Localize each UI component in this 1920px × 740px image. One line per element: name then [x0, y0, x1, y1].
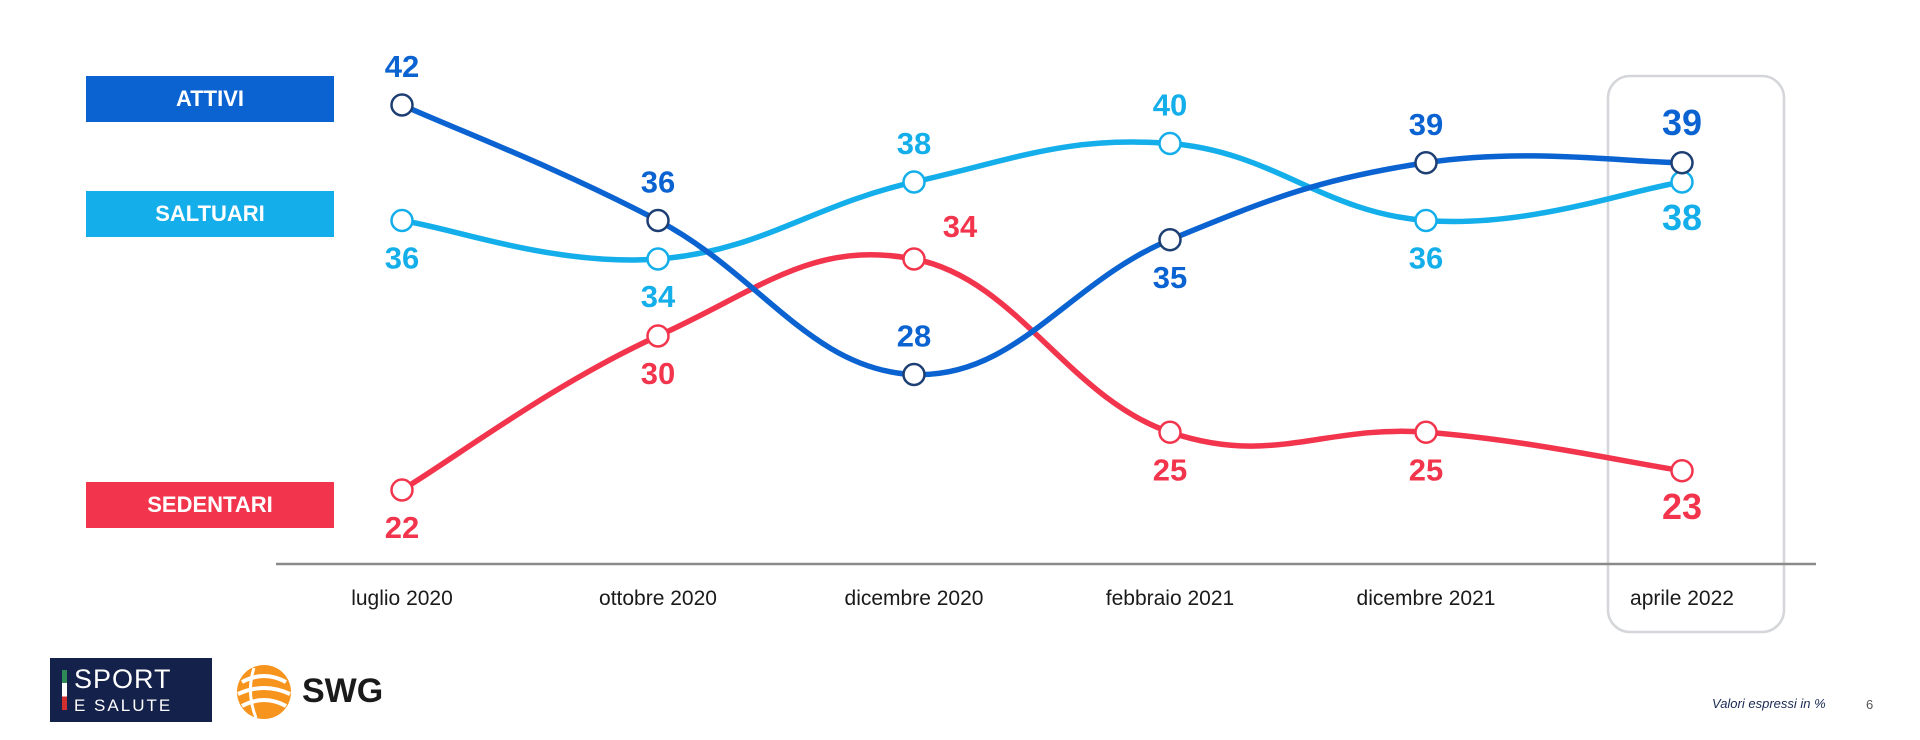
data-label-sedentari: 25 [1153, 452, 1187, 487]
data-point-sedentari [1414, 420, 1438, 444]
data-point-saltuari [390, 208, 414, 233]
data-label-saltuari: 34 [641, 279, 676, 314]
series-line-sedentari [399, 252, 1685, 493]
data-point-sedentari [1670, 459, 1694, 483]
data-label-sedentari: 22 [385, 510, 419, 545]
x-tick-label: aprile 2022 [1630, 587, 1734, 610]
data-point-sedentari [390, 478, 414, 502]
data-point-attivi [1158, 228, 1182, 252]
flag-stripe [62, 670, 67, 710]
highlight-box [1606, 74, 1786, 634]
data-point-saltuari [646, 247, 670, 271]
x-tick-label: dicembre 2020 [845, 587, 984, 610]
legend-saltuari: SALTUARI [86, 191, 334, 237]
x-tick-label: dicembre 2021 [1357, 587, 1496, 610]
x-tick-label: luglio 2020 [351, 587, 453, 610]
data-label-attivi: 39 [1409, 107, 1443, 142]
data-point-saltuari [1414, 208, 1438, 233]
logo-salute-text: E SALUTE [74, 696, 173, 715]
logo-sport-text: SPORT [74, 664, 172, 694]
sport-e-salute-logo: SPORT E SALUTE [50, 658, 212, 722]
data-point-sedentari [1158, 420, 1182, 444]
logo-swg-text: SWG [302, 672, 384, 710]
x-tick-label: ottobre 2020 [599, 587, 717, 610]
data-point-saltuari [902, 170, 926, 194]
series-line-saltuari [399, 139, 1685, 263]
data-label-attivi: 28 [897, 319, 931, 354]
legend-attivi: ATTIVI [86, 76, 334, 122]
data-label-saltuari: 36 [385, 241, 419, 276]
series-line-attivi [399, 102, 1685, 378]
data-point-sedentari [902, 247, 926, 271]
data-point-attivi [390, 93, 414, 117]
data-label-saltuari: 40 [1153, 88, 1187, 123]
data-point-attivi [902, 362, 926, 387]
data-label-saltuari: 38 [897, 126, 931, 161]
data-point-saltuari [1158, 131, 1182, 156]
data-label-sedentari: 23 [1662, 486, 1702, 527]
data-point-attivi [1414, 151, 1438, 175]
data-label-attivi: 42 [385, 49, 419, 84]
x-tick-label: febbraio 2021 [1106, 587, 1234, 610]
data-label-attivi: 35 [1153, 260, 1187, 295]
data-label-sedentari: 30 [641, 356, 675, 391]
data-label-sedentari: 25 [1409, 452, 1443, 487]
data-label-saltuari: 36 [1409, 241, 1443, 276]
units-note: Valori espressi in % [1712, 696, 1826, 711]
swg-ball-icon [237, 665, 291, 719]
legend-sedentari: SEDENTARI [86, 482, 334, 528]
data-point-attivi [646, 208, 670, 233]
data-label-attivi: 39 [1662, 102, 1702, 143]
data-label-sedentari: 34 [943, 209, 978, 244]
page-number: 6 [1866, 697, 1874, 712]
data-point-sedentari [646, 324, 670, 348]
data-point-attivi [1670, 151, 1694, 175]
data-point-saltuari [1670, 170, 1694, 194]
data-label-saltuari: 38 [1662, 197, 1702, 238]
data-label-attivi: 36 [641, 165, 675, 200]
